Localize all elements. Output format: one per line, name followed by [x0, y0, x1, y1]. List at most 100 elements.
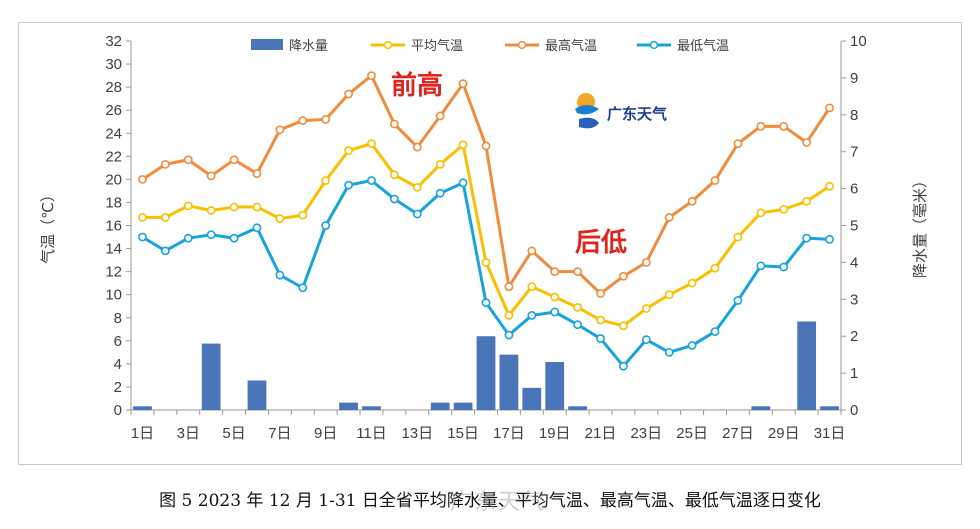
series-point [802, 138, 812, 147]
precip-bar [430, 402, 450, 410]
x-tick-label: 19日 [539, 425, 571, 442]
series-point [458, 79, 468, 89]
y-right-tick-label: 8 [850, 107, 858, 124]
series-point [825, 103, 834, 113]
series-point [481, 141, 491, 151]
precip-bar [797, 321, 817, 410]
series-point [435, 159, 445, 169]
series-point [573, 267, 583, 277]
precip-bar [476, 336, 496, 410]
legend-label: 最低气温 [677, 38, 729, 54]
legend: 降水量 平均气温 最高气温 最低气温 [251, 38, 729, 54]
series-point [229, 155, 239, 165]
series-point [687, 278, 697, 288]
legend-label: 最高气温 [545, 38, 597, 54]
series-point [802, 196, 812, 206]
series-point [275, 214, 285, 223]
series-point [710, 327, 720, 336]
series-point [229, 202, 239, 212]
guangdong-weather-logo: 广东天气 [575, 93, 667, 129]
chart-frame: 0 2 4 6 8 10 12 14 16 18 20 22 24 26 28 30 32 0 1 2 3 4 5 6 7 8 9 1… [18, 22, 962, 465]
series-point [687, 341, 697, 350]
series-point [275, 125, 285, 135]
series-point [825, 181, 834, 191]
series-point [756, 261, 766, 271]
series-point [206, 206, 216, 215]
series-point [527, 246, 537, 256]
series-point [779, 262, 789, 272]
y-left-tick-label: 32 [105, 33, 122, 50]
y-left-tick-label: 0 [114, 402, 122, 419]
y-left-tick-label: 30 [105, 56, 122, 73]
precip-bar [339, 402, 358, 410]
series-point [344, 146, 353, 155]
y-left-tick-label: 6 [114, 333, 122, 350]
series-point [206, 230, 216, 240]
series-point [412, 142, 422, 152]
precip-bar [453, 402, 473, 410]
combo-chart: 0246810121416182022242628303201234567891… [39, 33, 929, 442]
y-axis-right-title: 降水量（毫米） [911, 173, 929, 278]
series-point [664, 290, 674, 300]
x-tick-label: 23日 [630, 425, 662, 442]
series-point [641, 304, 651, 313]
y-right-tick-label: 5 [850, 218, 858, 235]
x-tick-label: 27日 [722, 425, 754, 442]
legend-label: 降水量 [289, 39, 328, 54]
series-point [367, 176, 376, 185]
y-right-tick-label: 9 [850, 70, 858, 87]
legend-swatch-bar [251, 39, 283, 50]
precip-bar [133, 406, 152, 410]
x-tick-label: 13日 [401, 425, 433, 442]
series-point [710, 176, 720, 185]
series-point [344, 89, 353, 99]
legend-swatch-point [649, 40, 659, 50]
series-point [664, 213, 674, 222]
series-point [596, 334, 605, 343]
x-tick-label: 9日 [314, 425, 337, 442]
series-point [412, 183, 422, 192]
x-tick-label: 31日 [814, 425, 846, 442]
precip-bar [201, 343, 221, 410]
precip-bar [499, 354, 519, 410]
series-point [183, 233, 193, 243]
series-point [344, 180, 353, 190]
series-point [504, 311, 514, 320]
x-tick-label: 5日 [222, 425, 245, 442]
y-left-tick-label: 16 [105, 218, 122, 235]
annotation-late-low: 后低 [575, 228, 627, 258]
series-point [733, 139, 743, 149]
series-point [619, 361, 628, 371]
series-point [756, 208, 766, 218]
series-point [229, 233, 239, 243]
series-point [160, 159, 170, 169]
series-point [687, 196, 697, 206]
series-point [779, 121, 789, 131]
series-point [160, 246, 170, 256]
precip-bar [362, 406, 381, 410]
x-tick-label: 15日 [447, 425, 479, 442]
series-point [527, 311, 537, 320]
series-point [481, 298, 491, 308]
series-point [458, 140, 468, 150]
series-point [160, 213, 170, 222]
series-point [710, 263, 720, 273]
x-tick-label: 21日 [585, 425, 617, 442]
series-point [435, 111, 445, 121]
y-right-tick-label: 3 [850, 291, 858, 308]
series-point [550, 292, 560, 302]
y-right-tick-label: 6 [850, 181, 858, 198]
series-point [298, 210, 308, 220]
y-left-tick-label: 18 [105, 194, 122, 211]
x-tick-label: 3日 [177, 425, 200, 442]
series-point [527, 282, 537, 292]
y-left-tick-label: 22 [105, 148, 122, 165]
series-point [183, 155, 193, 165]
series-point [825, 234, 834, 244]
y-left-tick-label: 14 [105, 241, 122, 258]
y-left-tick-label: 10 [105, 287, 122, 304]
series-point [802, 233, 812, 243]
y-left-tick-label: 26 [105, 102, 122, 119]
x-tick-label: 11日 [356, 425, 387, 442]
series-point [389, 194, 399, 204]
